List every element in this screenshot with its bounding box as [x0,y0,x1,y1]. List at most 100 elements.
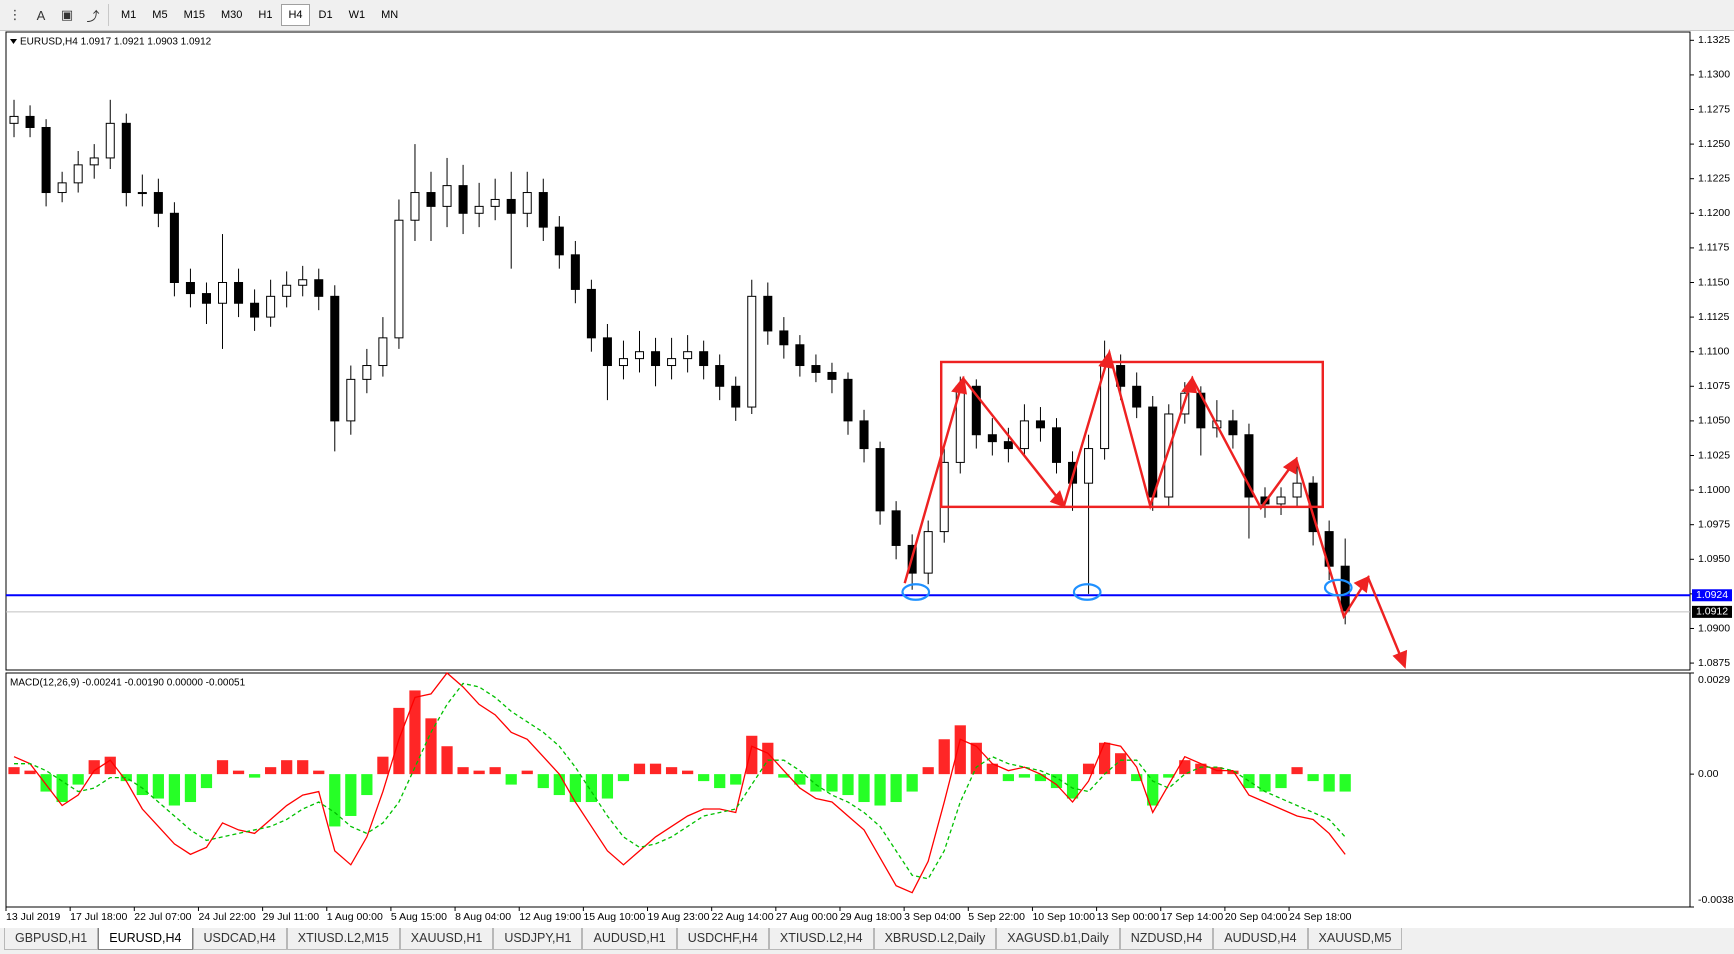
indicator-line [13,672,1346,894]
histogram-bar [682,770,694,775]
candle-body [218,281,228,304]
candle-body [25,115,35,128]
chart-tab[interactable]: XAUUSD,H1 [399,928,494,950]
histogram-bar [794,774,806,785]
y-tick-label: 1.0950 [1698,553,1730,565]
x-tick-label: 22 Jul 07:00 [134,911,191,923]
pane-frame [5,31,1691,671]
histogram-bar [938,739,950,775]
chart-tab[interactable]: AUDUSD,H4 [1213,928,1308,950]
candle-body [667,358,677,367]
histogram-bar [200,774,213,789]
candle-body [169,212,179,283]
title-arrow [10,39,17,44]
y-tick-label: 0.00 [1698,768,1719,780]
histogram-bar [1243,774,1255,789]
histogram-bar [1339,774,1351,792]
arrow-head [1392,649,1408,669]
chart-tab[interactable]: XTIUSD.L2,H4 [768,928,874,950]
candle-body [522,192,532,214]
macd-pane: MACD(12,26,9) -0.00241 -0.00190 0.00000 … [5,672,1734,908]
histogram-bar [8,767,20,775]
histogram-bar [168,774,181,806]
y-tick-label: 1.1275 [1698,103,1730,115]
label-tool[interactable]: ▣ [60,7,74,22]
candle-body [811,365,821,373]
arrow-head [1181,375,1198,394]
timeframe-button[interactable]: MN [381,9,399,21]
y-tick-label: 1.1175 [1698,242,1729,254]
histogram-bar [1115,753,1127,775]
histogram-bar [1307,774,1319,782]
y-tick-label: 1.1200 [1698,207,1730,219]
timeframe-button[interactable]: H4 [281,4,310,26]
timeframe-button[interactable]: M30 [220,9,243,21]
candle-body [137,192,147,195]
timeframe-button[interactable]: M5 [152,9,168,21]
chart-tab[interactable]: XTIUSD.L2,M15 [286,928,400,950]
range-box [939,360,1324,509]
histogram-bar [746,735,758,775]
candle-body [971,385,981,436]
chart-tab[interactable]: USDCHF,H4 [676,928,769,950]
timeframe-button[interactable]: M1 [121,9,137,21]
crosshair-tool[interactable]: ⋮ [8,7,22,22]
candle-body [779,330,789,346]
candle-body [234,281,244,304]
candle-body [1051,427,1062,463]
chart-tab[interactable]: NZDUSD,H4 [1119,928,1214,950]
histogram-bar [1050,774,1063,789]
chart-tab[interactable]: XAUUSD,M5 [1307,928,1403,950]
histogram-bar [329,774,341,827]
arrows-tool[interactable]: ⤴ [86,8,100,24]
histogram-bar [714,774,726,789]
histogram-bar [489,767,501,775]
candle-body [330,295,340,422]
timeframe-button[interactable]: H1 [258,9,273,21]
chart-title: EURUSD,H4 1.0917 1.0921 1.0903 1.0912 [20,37,212,48]
candle-body [394,219,404,339]
chart-tab[interactable]: EURUSD,H4 [98,928,193,950]
histogram-bar [88,760,100,775]
candle-body [105,122,115,159]
histogram-bar [842,774,854,796]
histogram-bar [1018,774,1031,778]
x-tick-label: 10 Sep 10:00 [1032,911,1095,923]
candle-body [1084,448,1094,484]
x-tick-label: 5 Aug 15:00 [391,911,447,923]
x-tick-label: 29 Jul 11:00 [263,911,320,923]
candle-body [266,295,276,318]
histogram-bar [1147,774,1159,806]
histogram-bar [1323,774,1335,792]
y-tick-label: 1.1250 [1698,138,1730,150]
chart-tab[interactable]: USDJPY,H1 [493,928,583,950]
candle-body [474,205,484,214]
histogram-bar [874,774,886,806]
chart-area: EURUSD,H4 1.0917 1.0921 1.0903 1.0912 1.0… [0,31,1734,928]
text-tool[interactable]: A [36,7,46,23]
candle-body [538,192,548,228]
separator [108,4,109,26]
histogram-bar [216,760,229,775]
timeframe-button[interactable]: W1 [348,9,366,21]
histogram-bar [954,725,966,775]
chart-tab[interactable]: XBRUSD.L2,Daily [873,928,997,950]
y-tick-label: 1.1050 [1698,415,1730,427]
chart-tab[interactable]: GBPUSD,H1 [4,928,99,950]
histogram-bar [425,718,437,775]
chart-tab[interactable]: XAGUSD.b1,Daily [996,928,1120,950]
histogram-bar [1179,760,1191,775]
histogram-bar [265,767,277,775]
candle-body [923,531,933,574]
candle-body [618,358,628,367]
candle-body [41,126,51,194]
histogram-bar [858,774,870,803]
chart-tab[interactable]: USDCAD,H4 [192,928,287,950]
candle-body [602,337,612,367]
timeframe-button[interactable]: D1 [318,9,333,21]
price-level-label: 1.0924 [1696,589,1728,601]
chart-tab[interactable]: AUDUSD,H1 [582,928,677,950]
timeframe-button[interactable]: M15 [183,9,205,21]
histogram-bar [1098,742,1111,775]
candle-body [458,185,468,214]
